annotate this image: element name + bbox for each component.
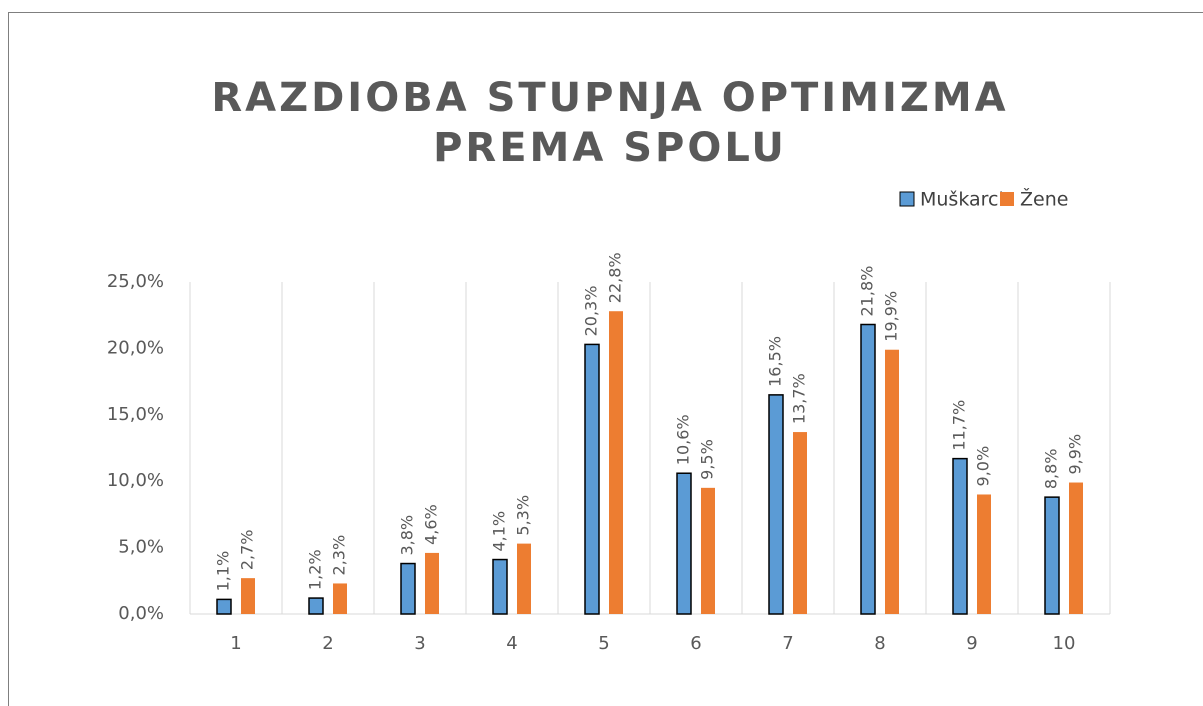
value-label: 4,1%: [490, 511, 509, 552]
bar: [952, 457, 968, 615]
value-label: 11,7%: [950, 400, 969, 451]
value-label: 13,7%: [790, 373, 809, 424]
x-tick-label: 4: [506, 633, 517, 654]
value-label: 2,3%: [330, 535, 349, 576]
x-tick-label: 8: [874, 633, 885, 654]
value-label: 2,7%: [238, 529, 257, 570]
value-label: 16,5%: [766, 336, 785, 387]
x-tick-label: 5: [598, 633, 609, 654]
y-tick-label: 25,0%: [107, 271, 164, 292]
value-label: 9,5%: [698, 439, 717, 480]
bar: [241, 578, 255, 614]
value-label: 10,6%: [674, 414, 693, 465]
bar: [701, 487, 715, 614]
x-tick-label: 9: [966, 633, 977, 654]
value-label: 9,0%: [974, 446, 993, 487]
bar: [676, 472, 692, 615]
value-label: 3,8%: [398, 515, 417, 556]
y-tick-label: 0,0%: [118, 603, 164, 624]
value-label: 19,9%: [882, 291, 901, 342]
x-tick-label: 6: [690, 633, 701, 654]
bar: [885, 349, 899, 614]
value-label: 9,9%: [1066, 434, 1085, 475]
value-label: 4,6%: [422, 504, 441, 545]
value-label: 20,3%: [582, 286, 601, 337]
value-label: 22,8%: [606, 252, 625, 303]
bar: [425, 552, 439, 614]
bar: [400, 562, 416, 615]
bar: [333, 583, 347, 614]
legend-swatch: [899, 191, 915, 207]
chart-title: RAZDIOBA STUPNJA OPTIMIZMA: [211, 75, 1008, 121]
chart-title: PREMA SPOLU: [433, 125, 787, 171]
chart-frame: [8, 12, 1203, 706]
bar: [492, 558, 508, 615]
bar: [609, 311, 623, 614]
value-label: 21,8%: [858, 266, 877, 317]
legend-swatch: [1000, 192, 1014, 206]
x-tick-label: 2: [322, 633, 333, 654]
bar: [793, 432, 807, 614]
bar: [216, 598, 232, 615]
y-tick-label: 20,0%: [107, 337, 164, 358]
y-tick-label: 10,0%: [107, 470, 164, 491]
bar: [1044, 496, 1060, 615]
bar: [977, 494, 991, 614]
legend-label: Žene: [1020, 188, 1068, 211]
value-label: 1,2%: [306, 549, 325, 590]
x-tick-label: 10: [1053, 633, 1076, 654]
bar: [517, 543, 531, 614]
legend-label: Muškarci: [920, 189, 1004, 211]
bar: [768, 394, 784, 615]
bar: [308, 597, 324, 615]
x-tick-label: 3: [414, 633, 425, 654]
bar: [1069, 482, 1083, 614]
bar: [860, 323, 876, 615]
x-tick-label: 7: [782, 633, 793, 654]
bar: [584, 343, 600, 615]
value-label: 8,8%: [1042, 448, 1061, 489]
value-label: 5,3%: [514, 495, 533, 536]
y-tick-label: 5,0%: [118, 537, 164, 558]
y-tick-label: 15,0%: [107, 404, 164, 425]
value-label: 1,1%: [214, 551, 233, 592]
x-tick-label: 1: [230, 633, 241, 654]
